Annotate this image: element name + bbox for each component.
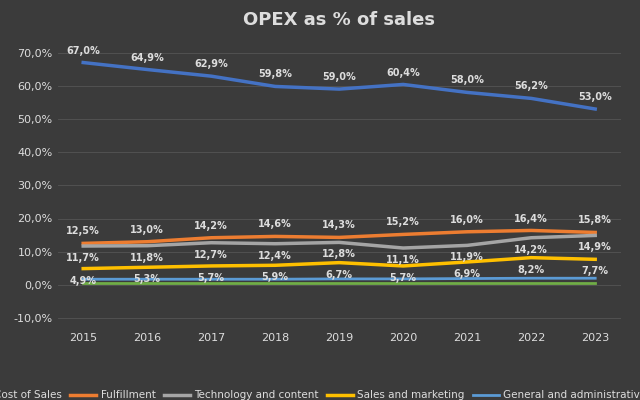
Text: 60,4%: 60,4% — [387, 68, 420, 78]
Fulfillment — [271, 234, 279, 239]
Text: 12,8%: 12,8% — [323, 249, 356, 259]
General and administrative — [143, 277, 151, 282]
Text: 6,7%: 6,7% — [326, 270, 353, 280]
Sales and marketing — [335, 260, 343, 265]
Text: 14,9%: 14,9% — [579, 242, 612, 252]
Text: 14,2%: 14,2% — [515, 245, 548, 255]
Cost of Sales — [207, 74, 215, 78]
General and administrative — [527, 276, 535, 281]
Line: Fulfillment: Fulfillment — [83, 230, 595, 243]
Technology and content — [79, 244, 87, 248]
Sales and marketing — [207, 264, 215, 268]
Sales and marketing — [271, 263, 279, 268]
Sales and marketing — [463, 260, 471, 264]
General and administrative — [79, 277, 87, 282]
Text: 12,7%: 12,7% — [195, 250, 228, 260]
Text: 12,5%: 12,5% — [67, 226, 100, 236]
Text: 67,0%: 67,0% — [67, 46, 100, 56]
Other — [591, 281, 599, 286]
Other — [271, 281, 279, 286]
Legend: Cost of Sales, Fulfillment, Technology and content, Sales and marketing, General: Cost of Sales, Fulfillment, Technology a… — [0, 386, 640, 400]
Cost of Sales — [271, 84, 279, 89]
Line: Technology and content: Technology and content — [83, 236, 595, 248]
Other — [79, 281, 87, 286]
Text: 64,9%: 64,9% — [131, 52, 164, 62]
Other — [399, 281, 407, 286]
Cost of Sales — [527, 96, 535, 101]
General and administrative — [207, 277, 215, 282]
Technology and content — [335, 240, 343, 245]
Text: 5,7%: 5,7% — [198, 273, 225, 283]
Text: 16,0%: 16,0% — [451, 215, 484, 225]
Other — [207, 281, 215, 286]
Fulfillment — [591, 230, 599, 235]
Sales and marketing — [79, 266, 87, 271]
Text: 16,4%: 16,4% — [515, 214, 548, 224]
Fulfillment — [335, 235, 343, 240]
Line: Sales and marketing: Sales and marketing — [83, 258, 595, 269]
Text: 59,8%: 59,8% — [259, 70, 292, 80]
Sales and marketing — [527, 255, 535, 260]
Text: 5,3%: 5,3% — [134, 274, 161, 284]
Text: 12,4%: 12,4% — [259, 251, 292, 261]
Text: 5,9%: 5,9% — [262, 272, 289, 282]
Text: 11,8%: 11,8% — [131, 253, 164, 263]
Technology and content — [207, 240, 215, 245]
Cost of Sales — [143, 67, 151, 72]
Text: 7,7%: 7,7% — [582, 266, 609, 276]
Text: 11,9%: 11,9% — [451, 252, 484, 262]
Technology and content — [463, 243, 471, 248]
Text: 5,7%: 5,7% — [390, 273, 417, 283]
Text: 62,9%: 62,9% — [195, 59, 228, 69]
Sales and marketing — [143, 265, 151, 270]
Cost of Sales — [79, 60, 87, 65]
Text: 15,2%: 15,2% — [387, 218, 420, 228]
Technology and content — [527, 235, 535, 240]
General and administrative — [399, 276, 407, 281]
Cost of Sales — [335, 87, 343, 92]
Other — [335, 281, 343, 286]
Technology and content — [271, 241, 279, 246]
Text: 14,2%: 14,2% — [195, 221, 228, 231]
Text: 8,2%: 8,2% — [518, 264, 545, 274]
Fulfillment — [463, 229, 471, 234]
Title: OPEX as % of sales: OPEX as % of sales — [243, 11, 435, 29]
Text: 56,2%: 56,2% — [515, 82, 548, 92]
Technology and content — [143, 243, 151, 248]
Text: 14,3%: 14,3% — [323, 220, 356, 230]
General and administrative — [335, 276, 343, 281]
Cost of Sales — [399, 82, 407, 87]
Sales and marketing — [591, 257, 599, 262]
General and administrative — [463, 276, 471, 281]
Cost of Sales — [591, 106, 599, 111]
Sales and marketing — [399, 264, 407, 268]
Text: 58,0%: 58,0% — [451, 76, 484, 86]
General and administrative — [271, 277, 279, 282]
Text: 59,0%: 59,0% — [323, 72, 356, 82]
Text: 4,9%: 4,9% — [70, 276, 97, 286]
Line: General and administrative: General and administrative — [83, 278, 595, 279]
Fulfillment — [399, 232, 407, 237]
Cost of Sales — [463, 90, 471, 95]
Other — [527, 281, 535, 286]
General and administrative — [591, 276, 599, 281]
Text: 11,1%: 11,1% — [387, 255, 420, 265]
Line: Cost of Sales: Cost of Sales — [83, 62, 595, 109]
Text: 6,9%: 6,9% — [454, 269, 481, 279]
Technology and content — [591, 233, 599, 238]
Other — [143, 281, 151, 286]
Fulfillment — [143, 239, 151, 244]
Fulfillment — [527, 228, 535, 233]
Text: 15,8%: 15,8% — [579, 216, 612, 226]
Text: 53,0%: 53,0% — [579, 92, 612, 102]
Text: 13,0%: 13,0% — [131, 225, 164, 235]
Technology and content — [399, 246, 407, 250]
Other — [463, 281, 471, 286]
Text: 14,6%: 14,6% — [259, 220, 292, 230]
Fulfillment — [207, 235, 215, 240]
Text: 11,7%: 11,7% — [67, 253, 100, 263]
Fulfillment — [79, 241, 87, 246]
